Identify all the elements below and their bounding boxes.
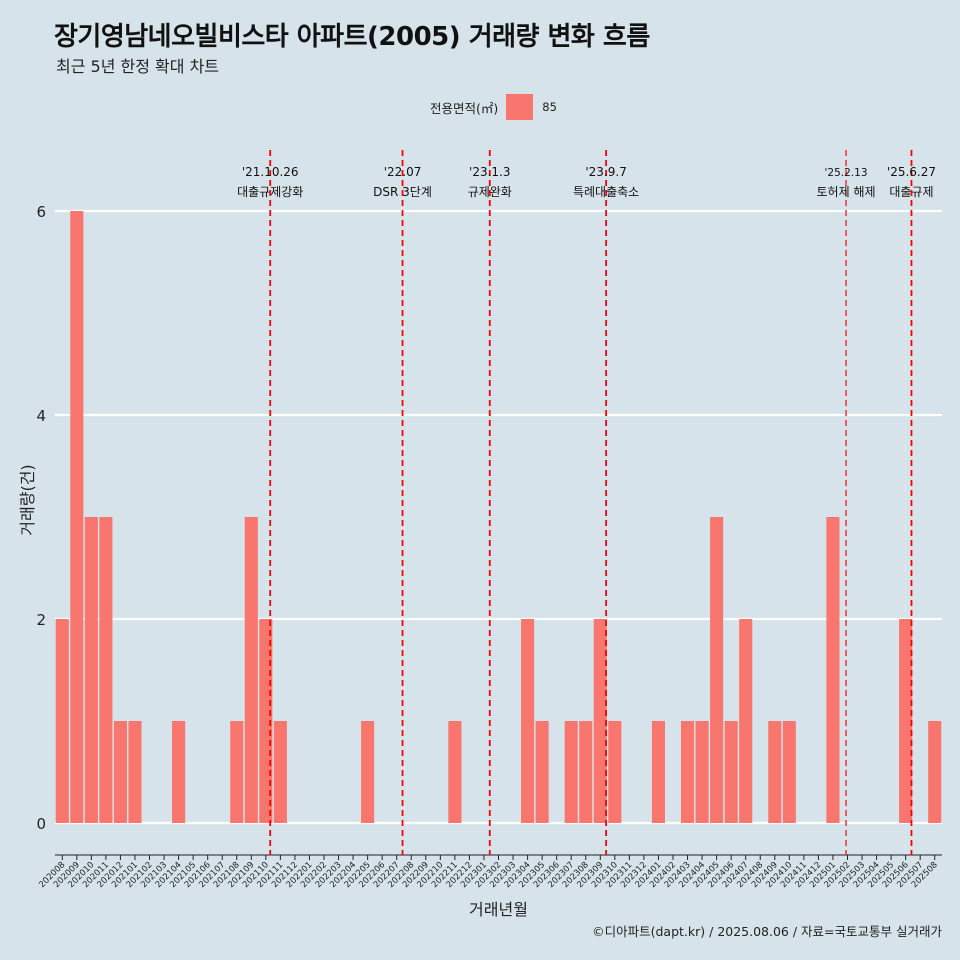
event-date-label: '23.9.7: [585, 165, 626, 179]
bar: [928, 721, 942, 823]
chart-title: 장기영남네오빌비스타 아파트(2005) 거래량 변화 흐름: [54, 22, 650, 52]
event-label: 규제완화: [468, 185, 512, 199]
bar: [724, 721, 738, 823]
bar: [651, 721, 665, 823]
bar: [244, 517, 258, 823]
legend-title: 전용면적(㎡): [430, 100, 499, 116]
bar: [230, 721, 244, 823]
bar: [608, 721, 622, 823]
event-date-label: '25.6.27: [887, 165, 936, 179]
bar: [593, 619, 607, 823]
bar: [259, 619, 273, 823]
event-label: 대출규제: [889, 185, 933, 199]
bar: [768, 721, 782, 823]
event-label: 특례대출축소: [573, 185, 639, 199]
bar: [695, 721, 709, 823]
y-tick-label: 0: [36, 815, 46, 833]
bar: [899, 619, 913, 823]
chart-subtitle: 최근 5년 한정 확대 차트: [56, 57, 220, 76]
x-axis-title: 거래년월: [469, 900, 528, 919]
bar: [826, 517, 840, 823]
bar: [128, 721, 142, 823]
bar: [273, 721, 287, 823]
event-date-label: '25.2.13: [825, 167, 868, 179]
legend: 전용면적(㎡) 85: [430, 93, 557, 121]
y-axis-title: 거래량(건): [18, 464, 37, 535]
source-caption: ©디아파트(dapt.kr) / 2025.08.06 / 자료=국토교통부 실…: [592, 924, 942, 939]
bar: [521, 619, 535, 823]
bar: [564, 721, 578, 823]
event-date-label: '22.07: [384, 165, 422, 179]
y-tick-label: 6: [36, 203, 46, 221]
bar: [70, 211, 84, 823]
event-label: 토허제 해제: [817, 185, 876, 199]
bar: [361, 721, 375, 823]
bar: [113, 721, 127, 823]
bar: [710, 517, 724, 823]
bar: [55, 619, 69, 823]
bar: [448, 721, 462, 823]
bar: [739, 619, 753, 823]
event-label: 대출규제강화: [237, 185, 303, 199]
bar: [535, 721, 549, 823]
bar: [579, 721, 593, 823]
legend-swatch: [506, 94, 534, 120]
event-label: DSR 3단계: [373, 185, 432, 199]
event-date-label: '21.10.26: [242, 165, 299, 179]
bar: [782, 721, 796, 823]
event-date-label: '23.1.3: [469, 165, 510, 179]
bar: [84, 517, 98, 823]
y-tick-label: 2: [36, 611, 46, 629]
bar: [172, 721, 186, 823]
bar: [680, 721, 695, 823]
legend-item-label: 85: [542, 100, 557, 114]
bar: [99, 517, 113, 823]
y-tick-label: 4: [36, 407, 46, 425]
